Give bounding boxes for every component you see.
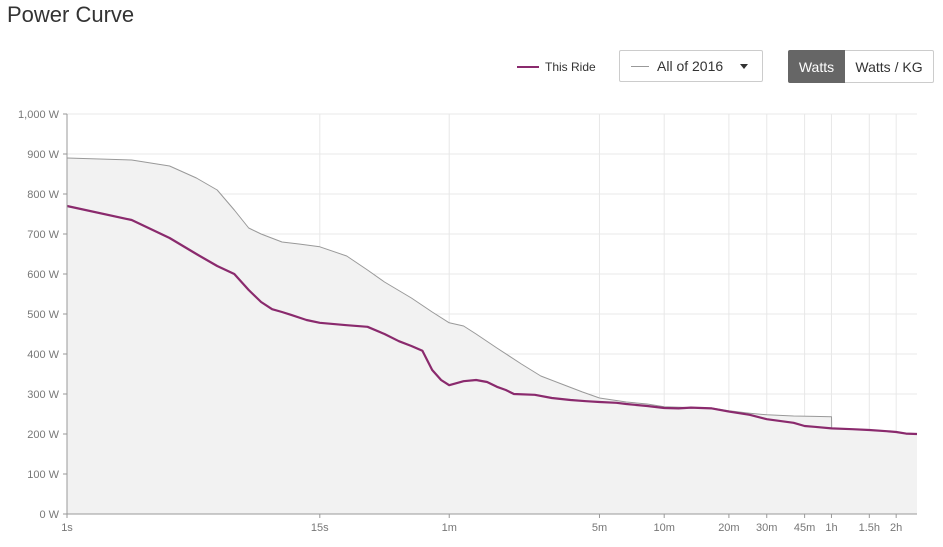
y-tick-label-10: 1,000 W [18,109,60,121]
y-tick-label-9: 900 W [27,149,59,161]
y-tick-label-6: 600 W [27,269,59,281]
x-tick-label-1: 15s [311,522,329,534]
y-tick-label-0: 0 W [39,509,59,521]
x-tick-label-0: 1s [61,522,73,534]
x-tick-label-10: 2h [890,522,902,534]
caret-down-icon [740,64,748,69]
series-area-all-of-2016 [67,158,917,514]
y-tick-label-8: 800 W [27,189,59,201]
series-line-all-of-2016 [66,157,918,435]
legend-this-ride-label: This Ride [545,60,596,74]
x-tick-label-5: 20m [718,522,739,534]
compare-period-selected: All of 2016 [657,58,724,74]
x-tick-label-9: 1.5h [859,522,880,534]
unit-toggle: Watts Watts / KG [788,50,934,83]
y-tick-label-4: 400 W [27,349,59,361]
y-tick-label-3: 300 W [27,389,59,401]
y-tick-label-5: 500 W [27,309,59,321]
compare-period-dropdown[interactable]: All of 2016 [619,50,763,82]
x-tick-label-2: 1m [442,522,457,534]
page-title: Power Curve [7,2,135,27]
y-tick-label-2: 200 W [27,429,59,441]
legend-this-ride: This Ride [517,59,596,75]
watts-per-kg-button[interactable]: Watts / KG [845,50,934,83]
x-tick-label-3: 5m [592,522,607,534]
x-tick-label-8: 1h [825,522,837,534]
x-tick-label-7: 45m [794,522,815,534]
compare-line-swatch-icon [631,65,649,67]
this-ride-swatch-icon [517,66,539,68]
y-tick-label-1: 100 W [27,469,59,481]
watts-button[interactable]: Watts [788,50,845,83]
series-line-this-ride [66,204,918,436]
x-tick-label-6: 30m [756,522,777,534]
x-tick-label-4: 10m [653,522,674,534]
y-tick-label-7: 700 W [27,229,59,241]
